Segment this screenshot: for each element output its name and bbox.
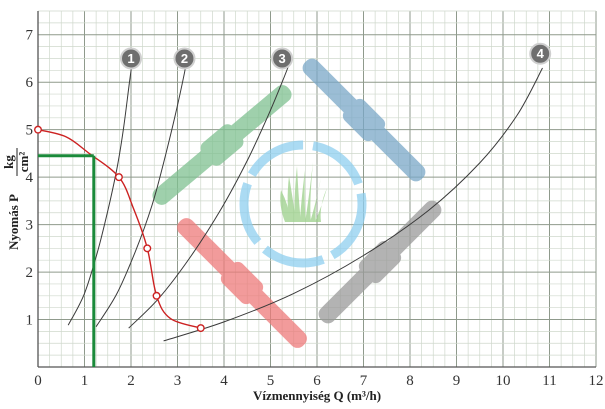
x-tick-label: 4 — [220, 373, 228, 389]
x-axis-title: Vízmennyiség Q (m³/h) — [253, 388, 381, 403]
watermark-bar-blue — [302, 58, 426, 182]
grass-blade — [287, 176, 296, 222]
y-tick-label: 3 — [26, 218, 34, 234]
x-tick-label: 8 — [406, 373, 414, 389]
pump-curve — [37, 129, 202, 329]
x-tick-label: 2 — [127, 373, 135, 389]
y-axis-title: Nyomás P kg cm² — [1, 148, 31, 250]
y-axis-title-text: Nyomás P — [6, 194, 21, 250]
y-axis-unit-numerator: kg — [1, 155, 16, 169]
system-curve-1 — [67, 51, 135, 326]
x-tick-label: 7 — [360, 373, 368, 389]
watermark-bar-grey-coupling — [358, 240, 402, 284]
y-tick-label: 6 — [26, 75, 34, 91]
x-tick-label: 1 — [81, 373, 89, 389]
x-tick-label: 10 — [496, 373, 511, 389]
x-tick-label: 11 — [542, 373, 556, 389]
x-tick-label: 5 — [267, 373, 275, 389]
pump-curve-marker — [152, 291, 161, 300]
grass-blade — [315, 188, 327, 222]
watermark-grass — [280, 162, 327, 222]
y-tick-label: 1 — [26, 313, 34, 329]
curve-badge-label: 3 — [279, 51, 286, 66]
watermark-bar-red — [177, 218, 307, 348]
watermark-bar-red-coupling — [220, 261, 264, 305]
y-tick-label: 2 — [26, 265, 34, 281]
grass-blade — [300, 170, 306, 222]
curve-badge-label: 2 — [181, 51, 188, 66]
curve-badge-4: 4 — [529, 42, 552, 65]
watermark-bar-grey — [318, 200, 442, 324]
pump-curve-marker — [114, 173, 123, 182]
watermark-bar-green-coupling — [200, 124, 244, 166]
pump-curve-marker — [196, 324, 205, 333]
curve-badge-label: 1 — [127, 51, 134, 66]
x-tick-label: 6 — [313, 373, 321, 389]
x-tick-label: 0 — [34, 373, 42, 389]
y-axis-unit-denominator: cm² — [16, 152, 31, 173]
curve-badge-circle — [120, 47, 142, 70]
x-tick-label: 12 — [589, 373, 604, 389]
watermark-logo — [152, 58, 442, 348]
watermark-circle — [239, 140, 367, 268]
x-tick-label: 9 — [453, 373, 461, 389]
y-tick-label: 4 — [26, 170, 34, 186]
curves: 1 2 3 4 — [34, 42, 552, 367]
y-tick-label: 7 — [26, 28, 34, 44]
y-tick-label: 5 — [26, 123, 34, 139]
system-curve-3 — [128, 58, 292, 329]
pump-curve-marker — [34, 125, 43, 134]
grass-blade — [294, 166, 301, 222]
curve-badge-2: 2 — [173, 47, 196, 70]
watermark-group — [152, 58, 442, 348]
curve-badge-circle — [529, 42, 552, 65]
curve-badge-circle — [271, 47, 294, 70]
watermark-bar-blue-coupling — [342, 98, 386, 142]
curve-badge-1: 1 — [120, 47, 142, 70]
system-curve-2 — [95, 53, 189, 327]
watermark-bar-green — [152, 85, 292, 205]
curve-badge-label: 4 — [537, 46, 545, 61]
curve-badge-circle — [173, 47, 196, 70]
curve-badge-3: 3 — [271, 47, 294, 70]
grass-blade — [280, 190, 291, 222]
grass-blade — [310, 178, 321, 222]
x-tick-label: 3 — [174, 373, 182, 389]
pump-curve-marker — [143, 244, 152, 253]
grass-blade — [305, 162, 313, 222]
system-curve-4 — [163, 67, 543, 342]
